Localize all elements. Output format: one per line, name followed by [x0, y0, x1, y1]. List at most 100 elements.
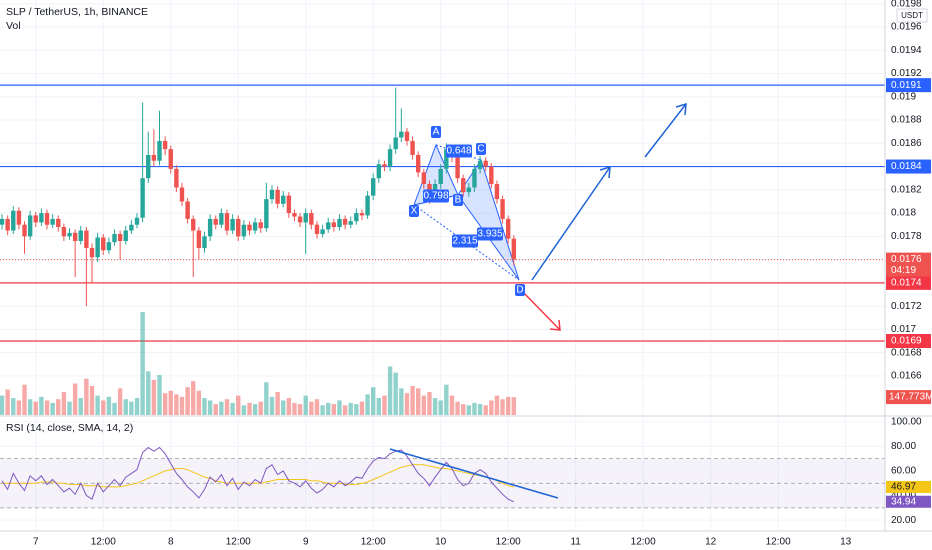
volume-bar — [106, 396, 112, 415]
arrows — [389, 102, 687, 499]
axis: 0.01980.01960.01940.01920.0190.01880.018… — [33, 0, 932, 548]
arrow-down — [520, 289, 561, 331]
candle-body — [27, 215, 33, 237]
volume-bar — [140, 312, 145, 415]
grid — [0, 0, 885, 530]
volume-bar — [129, 401, 134, 415]
pattern-point-tag — [453, 194, 463, 206]
candle-body — [292, 213, 297, 217]
y-tick-label: 0.0172 — [891, 301, 922, 312]
candle-body — [337, 218, 342, 228]
candle-body — [444, 149, 449, 169]
rsi-tick-label: 60.00 — [891, 466, 916, 477]
volume-bar — [500, 399, 505, 415]
pattern-ratio-tag — [452, 234, 478, 248]
pattern-point: C — [477, 144, 484, 155]
candle-body — [348, 221, 353, 225]
volume-bar — [297, 404, 303, 415]
volume-bar — [320, 405, 325, 415]
candle-body — [489, 166, 494, 185]
volume-bar — [117, 388, 123, 415]
candle-body — [264, 199, 269, 229]
volume-bar — [101, 400, 106, 415]
pattern-ratio: 0.648 — [446, 146, 471, 157]
candle-body — [151, 154, 157, 161]
level-tag — [886, 275, 931, 290]
candle-body — [252, 222, 258, 231]
volume-bar — [27, 399, 33, 415]
pattern-point-tag — [515, 284, 525, 296]
y-tick-label: 0.019 — [891, 91, 916, 102]
volume-bar — [202, 398, 207, 415]
candle-body — [33, 215, 38, 223]
volume-bar — [207, 400, 213, 415]
candle-body — [281, 195, 286, 204]
volume-bar — [331, 404, 337, 415]
candle-body — [269, 189, 275, 200]
volume-bar — [455, 401, 460, 415]
candle-body — [359, 213, 365, 216]
candle-body — [196, 230, 202, 248]
candle-body — [11, 210, 16, 231]
volume-bar — [511, 397, 517, 415]
pattern-point: D — [516, 285, 523, 296]
volume-bar — [219, 401, 224, 415]
candle-body — [67, 232, 72, 237]
level-label: 0.0191 — [891, 80, 922, 91]
volume-bar — [134, 398, 140, 415]
volume-bar — [444, 384, 449, 415]
volume-bar — [95, 395, 100, 415]
candle-body — [44, 213, 50, 225]
pattern-ratio: 0.798 — [423, 191, 448, 202]
volume-bar — [505, 396, 511, 415]
volume-bar — [50, 402, 55, 415]
volume-bar — [483, 405, 488, 415]
volume-bar — [421, 395, 427, 415]
volume-bar — [438, 400, 443, 415]
y-tick-label: 0.0198 — [891, 0, 922, 9]
candle-body — [371, 178, 376, 196]
pattern-ratio-tag — [477, 227, 503, 241]
level-tag — [886, 334, 931, 349]
volume-bar — [365, 394, 370, 415]
volume-bar — [39, 396, 44, 415]
volume-bar — [281, 400, 286, 415]
volume-bar — [252, 404, 258, 415]
candle-body — [354, 213, 359, 222]
candle-body — [179, 187, 185, 202]
volume-tag — [886, 390, 931, 405]
volume-bar — [0, 395, 5, 415]
y-tick-label: 0.0194 — [891, 45, 922, 56]
candle-body — [157, 140, 162, 161]
volume-bar — [489, 400, 494, 415]
candle-body — [505, 218, 511, 239]
candle-body — [56, 218, 61, 228]
y-tick-label: 0.018 — [891, 208, 916, 219]
countdown: 04:19 — [891, 265, 916, 276]
volume-bar — [286, 398, 292, 415]
pattern-point: A — [433, 127, 440, 138]
candle-body — [202, 236, 207, 248]
volume-bar — [371, 387, 376, 415]
x-tick-label: 12:00 — [496, 537, 521, 548]
candle-body — [275, 189, 280, 204]
arrow-up-1 — [531, 165, 611, 281]
candle-body — [5, 218, 10, 231]
volume-bar — [151, 379, 157, 415]
volume-bar — [359, 401, 365, 415]
rsi-divergence — [389, 448, 559, 499]
volume-bar — [309, 401, 314, 415]
candle-body — [342, 218, 348, 225]
volume-bar — [348, 402, 353, 415]
volume-bar — [33, 401, 38, 415]
candle-body — [303, 213, 308, 223]
candle-body — [101, 237, 106, 251]
volume-bar — [230, 402, 235, 415]
candle-body — [191, 218, 196, 231]
volume-bar — [224, 399, 230, 415]
pattern-xb — [413, 194, 459, 206]
level-label: 0.0184 — [891, 161, 922, 172]
rsi-line — [1, 446, 515, 503]
candle-body — [376, 164, 382, 179]
volume-bar — [44, 400, 50, 415]
